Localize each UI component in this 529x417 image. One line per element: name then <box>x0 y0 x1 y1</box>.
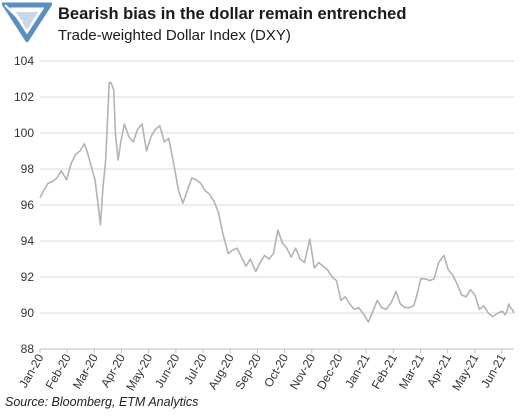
y-tick-label: 102 <box>14 90 34 104</box>
grid-lines <box>40 60 514 314</box>
source-note: Source: Bloomberg, ETM Analytics <box>5 395 199 409</box>
triangle-logo-icon <box>2 2 52 42</box>
x-axis-ticks: Jan-20Feb-20Mar-20Apr-20May-20Jun-20Jul-… <box>16 349 509 393</box>
y-tick-label: 94 <box>21 234 35 248</box>
x-tick-label: Jul-20 <box>181 351 210 387</box>
x-tick-label: Mar-21 <box>396 351 427 391</box>
x-tick-label: May-21 <box>449 351 481 393</box>
y-axis-ticks: 88 90 92 94 96 98 100 102 104 <box>14 54 34 356</box>
x-tick-label: Jun-21 <box>478 351 509 390</box>
y-tick-label: 98 <box>21 162 35 176</box>
y-tick-label: 88 <box>21 342 35 356</box>
x-tick-label: Dec-20 <box>314 351 346 392</box>
series-line-dxy <box>39 81 515 323</box>
y-tick-label: 96 <box>21 198 35 212</box>
y-tick-label: 104 <box>14 54 34 68</box>
chart-title: Bearish bias in the dollar remain entren… <box>58 5 407 23</box>
x-tick-label: Feb-21 <box>369 351 400 391</box>
chart-subtitle: Trade-weighted Dollar Index (DXY) <box>58 27 291 44</box>
x-tick-label: Feb-20 <box>43 351 74 391</box>
x-tick-label: Mar-20 <box>70 351 101 391</box>
x-tick-label: Jun-20 <box>152 351 183 390</box>
x-tick-label: Sep-20 <box>233 351 265 392</box>
y-tick-label: 90 <box>21 306 35 320</box>
y-tick-label: 100 <box>14 126 34 140</box>
x-tick-label: May-20 <box>123 351 155 393</box>
y-tick-label: 92 <box>21 270 35 284</box>
